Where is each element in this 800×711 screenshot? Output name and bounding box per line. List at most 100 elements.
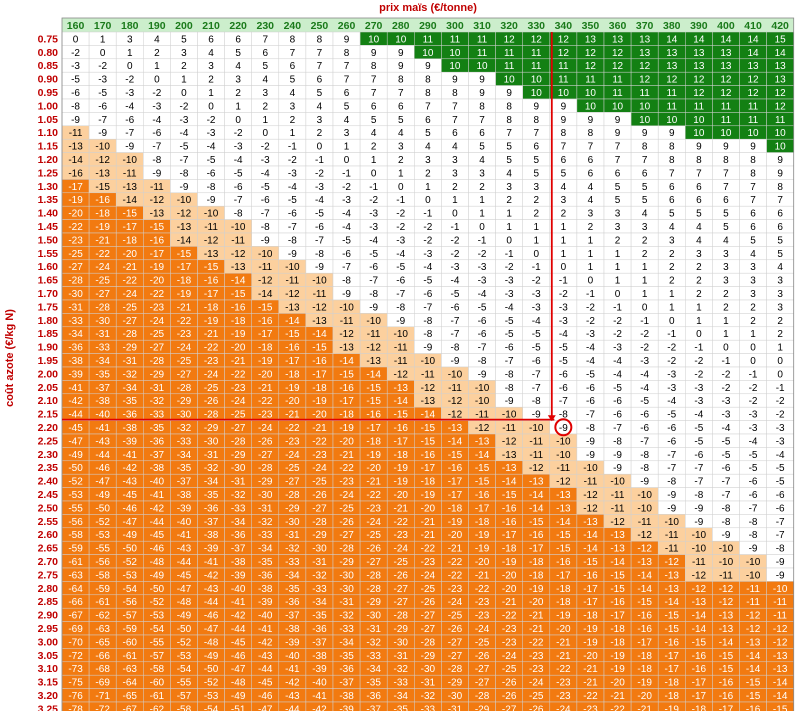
cell-value: -40 (312, 678, 327, 689)
cell-value: -8 (179, 168, 188, 179)
cell-value: -13 (665, 584, 680, 595)
cell-value: 4 (506, 168, 512, 179)
y-tick-label: 1.75 (38, 301, 59, 313)
cell-value: 3 (479, 168, 485, 179)
cell-value: -44 (95, 450, 110, 461)
cell-value: 0 (208, 101, 214, 112)
cell-value: -6 (586, 396, 595, 407)
cell-value: -14 (529, 503, 544, 514)
cell-value: 2 (777, 329, 783, 340)
cell-value: -15 (421, 423, 436, 434)
cell-value: -22 (312, 436, 327, 447)
cell-value: -23 (231, 383, 246, 394)
cell-value: -5 (423, 276, 432, 287)
cell-value: -2 (315, 168, 324, 179)
cell-value: -35 (366, 678, 381, 689)
cell-value: -8 (423, 316, 432, 327)
cell-value: 12 (612, 61, 624, 72)
cell-value: -22 (339, 463, 354, 474)
cell-value: -40 (231, 584, 246, 595)
cell-value: -10 (177, 195, 192, 206)
cell-value: -7 (721, 490, 730, 501)
cell-value: -6 (749, 490, 758, 501)
cell-value: -28 (366, 584, 381, 595)
cell-value: 2 (696, 262, 702, 273)
cell-value: -16 (637, 624, 652, 635)
cell-value: 7 (561, 142, 567, 153)
cell-value: -11 (204, 222, 218, 233)
x-tick-label: 320 (500, 20, 518, 32)
cell-value: -26 (339, 517, 354, 528)
cell-value: -43 (258, 651, 273, 662)
cell-value: -27 (394, 597, 409, 608)
cell-value: 8 (561, 128, 567, 139)
cell-value: 10 (585, 88, 597, 99)
cell-value: -25 (394, 557, 409, 568)
y-tick-label: 1.35 (38, 194, 59, 206)
cell-value: 3 (561, 195, 567, 206)
cell-value: 12 (612, 48, 624, 59)
cell-value: -7 (532, 383, 541, 394)
cell-value: -72 (95, 704, 110, 711)
cell-value: -29 (150, 369, 165, 380)
cell-value: -53 (204, 691, 219, 702)
cell-value: -5 (71, 75, 80, 86)
cell-value: -42 (150, 503, 165, 514)
cell-value: -23 (421, 557, 436, 568)
cell-value: -2 (450, 235, 459, 246)
cell-value: 13 (585, 34, 597, 45)
cell-value: 2 (669, 276, 675, 287)
cell-value: -35 (95, 369, 110, 380)
cell-value: 7 (533, 128, 539, 139)
cell-value: -6 (423, 289, 432, 300)
cell-value: -23 (556, 678, 571, 689)
cell-value: -22 (95, 249, 110, 260)
cell-value: -21 (502, 597, 517, 608)
cell-value: 13 (775, 75, 787, 86)
cell-value: -75 (68, 678, 83, 689)
cell-value: -12 (665, 557, 680, 568)
cell-value: -12 (719, 597, 734, 608)
cell-value: -11 (692, 557, 706, 568)
cell-value: 12 (639, 61, 651, 72)
cell-value: -26 (529, 704, 544, 711)
cell-value: 0 (100, 48, 106, 59)
cell-value: -50 (177, 624, 192, 635)
cell-value: -3 (342, 195, 351, 206)
cell-value: -72 (68, 651, 83, 662)
cell-value: -59 (123, 624, 138, 635)
cell-value: -56 (123, 597, 138, 608)
cell-value: -8 (152, 155, 161, 166)
cell-value: 3 (181, 48, 187, 59)
cell-value: 10 (449, 61, 461, 72)
cell-value: 11 (504, 48, 515, 59)
cell-value: -3 (478, 262, 487, 273)
y-tick-label: 3.25 (38, 703, 59, 711)
cell-value: -33 (394, 678, 409, 689)
cell-value: -42 (68, 396, 83, 407)
cell-value: 1 (561, 235, 567, 246)
cell-value: 1 (696, 316, 702, 327)
cell-value: -13 (394, 383, 409, 394)
cell-value: -27 (68, 262, 83, 273)
cell-value: -13 (529, 477, 544, 488)
cell-value: -71 (95, 691, 110, 702)
cell-value: 6 (669, 182, 675, 193)
cell-value: -6 (234, 182, 243, 193)
cell-value: -32 (312, 570, 327, 581)
cell-value: -18 (665, 678, 680, 689)
cell-value: 12 (720, 75, 732, 86)
x-tick-label: 420 (771, 20, 789, 32)
cell-value: 7 (506, 128, 512, 139)
cell-value: -67 (123, 704, 138, 711)
cell-value: -30 (366, 611, 381, 622)
cell-value: -15 (719, 664, 734, 675)
cell-value: 4 (262, 75, 268, 86)
cell-value: 0 (344, 155, 350, 166)
cell-value: 1 (154, 61, 160, 72)
cell-value: -53 (177, 651, 192, 662)
cell-value: 12 (693, 88, 705, 99)
cell-value: 14 (693, 34, 705, 45)
cell-value: 12 (585, 61, 597, 72)
cell-value: 9 (561, 115, 567, 126)
